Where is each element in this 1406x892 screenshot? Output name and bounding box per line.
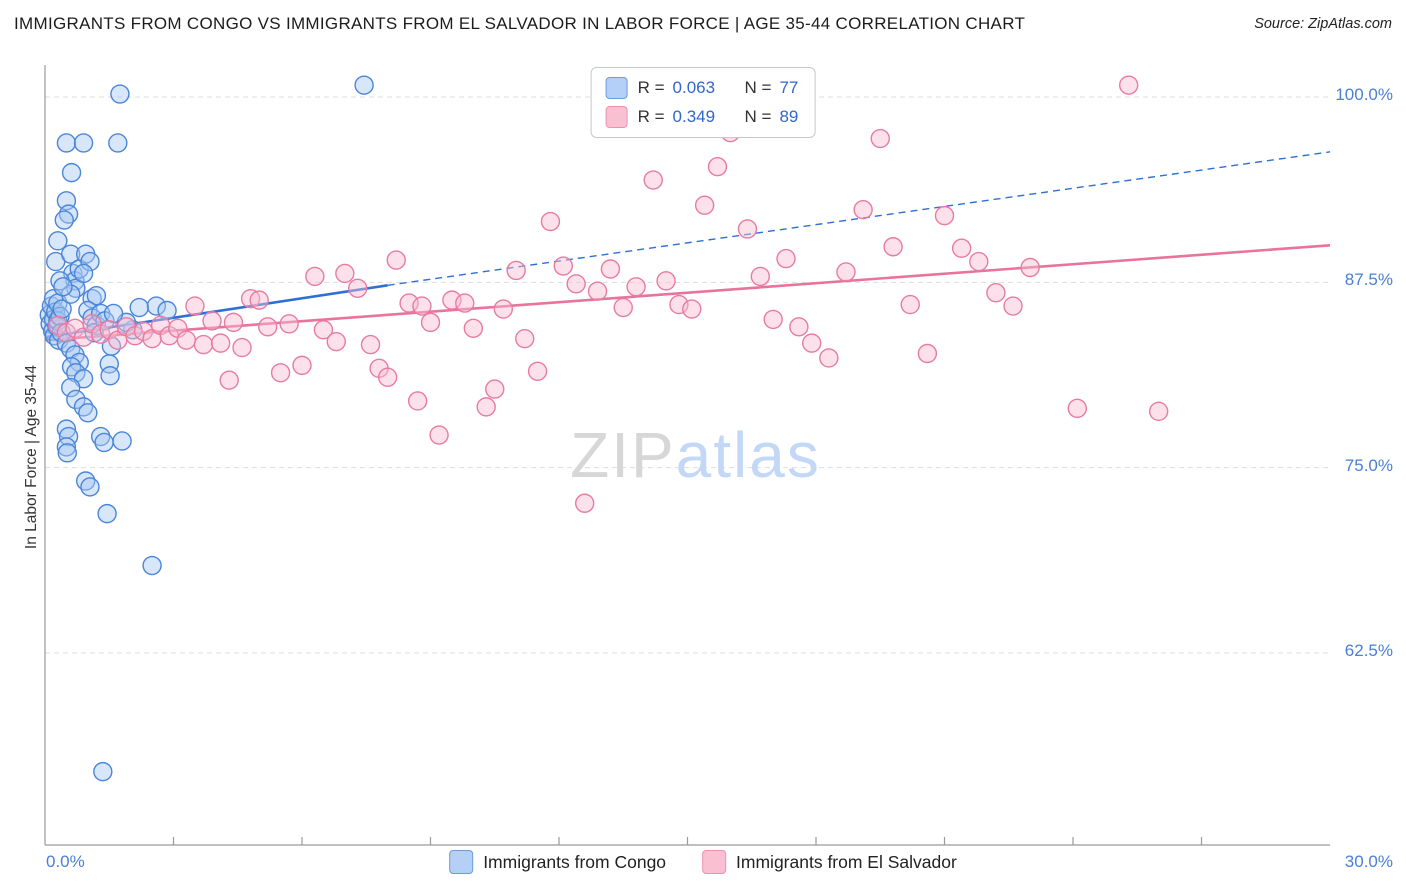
source-attribution: Source: ZipAtlas.com [1254, 16, 1392, 32]
y-axis-label: In Labor Force | Age 35-44 [23, 364, 40, 550]
legend-label-el-salvador: Immigrants from El Salvador [736, 851, 957, 872]
r-value-congo: 0.063 [672, 78, 716, 97]
legend-row-congo: R = 0.063 N = 77 [605, 77, 799, 99]
r-value-el-salvador: 0.349 [672, 107, 716, 126]
y-tick-label: 62.5% [1344, 641, 1393, 660]
correlation-legend-box: R = 0.063 N = 77 R = 0.349 N = 89 [590, 67, 816, 138]
series-legend: Immigrants from Congo Immigrants from El… [449, 850, 957, 874]
y-tick-label: 100.0% [1335, 85, 1393, 104]
el-salvador-swatch-icon [702, 850, 727, 874]
x-axis-max-label: 30.0% [1344, 852, 1393, 871]
congo-swatch-icon [605, 77, 628, 99]
n-label: N = [744, 78, 772, 97]
r-label: R = [637, 78, 665, 97]
r-label: R = [637, 107, 665, 126]
n-label: N = [744, 107, 772, 126]
legend-item-congo: Immigrants from Congo [449, 850, 666, 874]
y-tick-label: 87.5% [1344, 270, 1393, 290]
legend-item-el-salvador: Immigrants from El Salvador [702, 850, 957, 874]
legend-row-el-salvador: R = 0.349 N = 89 [605, 106, 799, 128]
page-title: IMMIGRANTS FROM CONGO VS IMMIGRANTS FROM… [14, 14, 1026, 33]
congo-swatch-icon [449, 850, 474, 874]
el-salvador-swatch-icon [605, 106, 628, 128]
legend-label-congo: Immigrants from Congo [483, 851, 667, 872]
n-value-el-salvador: 89 [779, 107, 799, 126]
x-axis-min-label: 0.0% [46, 852, 85, 871]
y-tick-label: 75.0% [1344, 455, 1393, 475]
n-value-congo: 77 [779, 78, 799, 97]
